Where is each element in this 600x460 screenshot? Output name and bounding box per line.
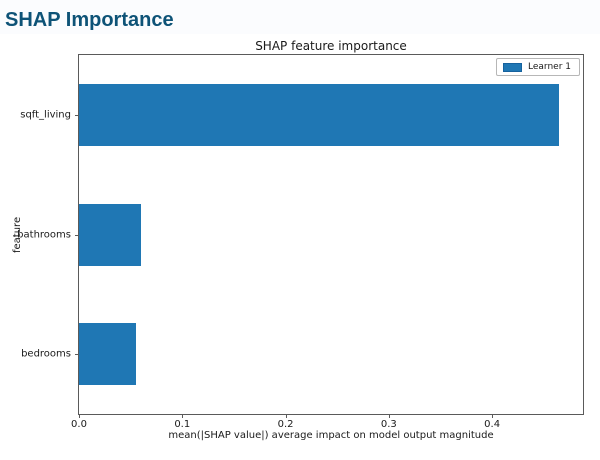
x-tick-mark-0.2 [285, 414, 287, 418]
y-tick-label-sqft_living: sqft_living [20, 109, 71, 121]
bar-sqft_living [79, 83, 560, 146]
page-header: SHAP Importance [0, 0, 600, 34]
x-tick-label-0.4: 0.4 [484, 419, 501, 430]
bar-bathrooms [79, 203, 141, 266]
page-title: SHAP Importance [5, 9, 174, 31]
legend: Learner 1 [496, 58, 580, 76]
y-tick-mark-bathrooms [75, 235, 79, 236]
x-tick-label-0.2: 0.2 [277, 419, 294, 430]
x-tick-mark-0.4 [492, 414, 494, 418]
x-axis-label: mean(|SHAP value|) average impact on mod… [168, 430, 494, 441]
y-tick-mark-bedrooms [75, 354, 79, 355]
x-tick-label-0.0: 0.0 [71, 419, 87, 430]
x-tick-label-0.3: 0.3 [380, 419, 397, 430]
x-tick-mark-0.1 [182, 414, 184, 418]
legend-label-learner-1: Learner 1 [528, 62, 571, 72]
plot-area: Learner 1 sqft_living bathrooms bedrooms 0.… [17, 54, 584, 430]
x-tick-mark-0.3 [388, 414, 390, 418]
y-tick-label-bedrooms: bedrooms [21, 348, 71, 360]
bar-bedrooms [79, 323, 136, 386]
y-tick-mark-sqft_living [75, 115, 79, 116]
chart-title: SHAP feature importance [255, 39, 407, 53]
x-tick-mark-0.0 [79, 414, 80, 418]
legend-swatch-learner-1 [503, 62, 523, 72]
y-tick-label-bathrooms: bathrooms [17, 229, 71, 240]
x-tick-label-0.1: 0.1 [174, 419, 191, 430]
